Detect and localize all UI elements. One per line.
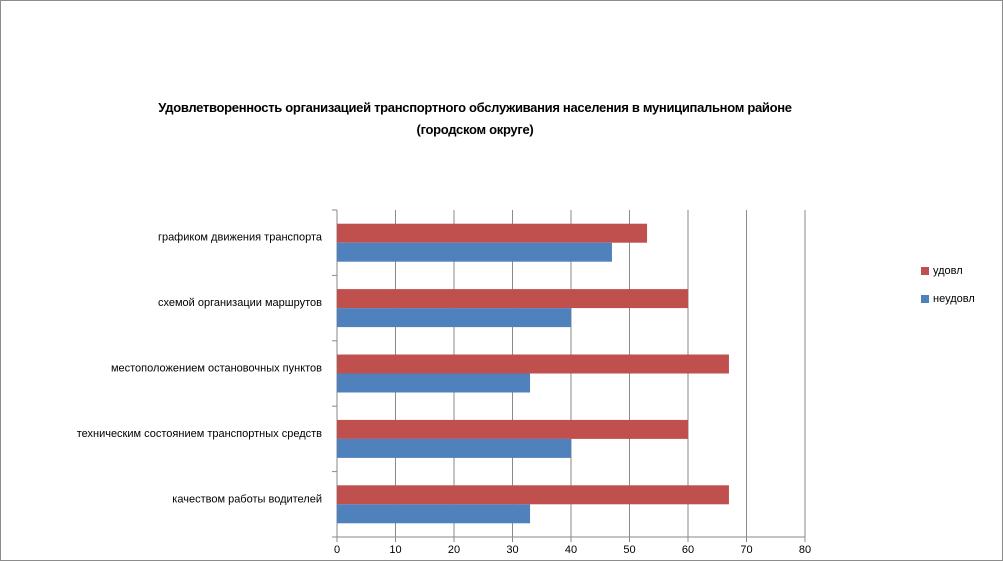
bar-udovl-4 — [337, 485, 729, 505]
legend-label-neudovl: неудовл — [933, 293, 975, 305]
legend-swatch-neudovl — [921, 295, 929, 303]
x-tick-label-60: 60 — [682, 544, 694, 556]
x-tick-label-10: 10 — [389, 544, 401, 556]
x-tick-label-30: 30 — [506, 544, 518, 556]
bar-udovl-2 — [337, 354, 729, 374]
category-label-3: техническим состоянием транспортных сред… — [77, 428, 322, 440]
bar-udovl-1 — [337, 289, 688, 309]
legend-item-neudovl: неудовл — [921, 285, 975, 313]
legend-item-udovl: удовл — [921, 257, 975, 285]
bar-neudovl-1 — [337, 308, 571, 328]
chart-title-line2: (городском округе) — [416, 122, 534, 137]
legend: удовл неудовл — [921, 257, 975, 313]
x-tick-label-80: 80 — [799, 544, 811, 556]
category-label-4: качеством работы водителей — [172, 493, 322, 505]
x-tick-label-20: 20 — [448, 544, 460, 556]
bar-neudovl-2 — [337, 373, 531, 393]
chart-title-line1: Удовлетворенность организацией транспорт… — [158, 100, 792, 115]
category-label-0: графиком движения транспорта — [158, 232, 323, 244]
chart-title: Удовлетворенность организацией транспорт… — [60, 97, 890, 141]
x-tick-label-50: 50 — [623, 544, 635, 556]
bar-neudovl-4 — [337, 504, 531, 524]
legend-label-udovl: удовл — [933, 265, 963, 277]
legend-swatch-udovl — [921, 267, 929, 275]
x-tick-label-40: 40 — [565, 544, 577, 556]
bar-udovl-3 — [337, 419, 688, 439]
bar-udovl-0 — [337, 223, 648, 243]
category-label-2: местоположением остановочных пунктов — [111, 363, 322, 375]
x-tick-label-0: 0 — [334, 544, 340, 556]
bar-neudovl-3 — [337, 438, 571, 458]
category-label-1: схемой организации маршрутов — [158, 297, 322, 309]
bar-neudovl-0 — [337, 242, 612, 262]
x-tick-label-70: 70 — [740, 544, 752, 556]
